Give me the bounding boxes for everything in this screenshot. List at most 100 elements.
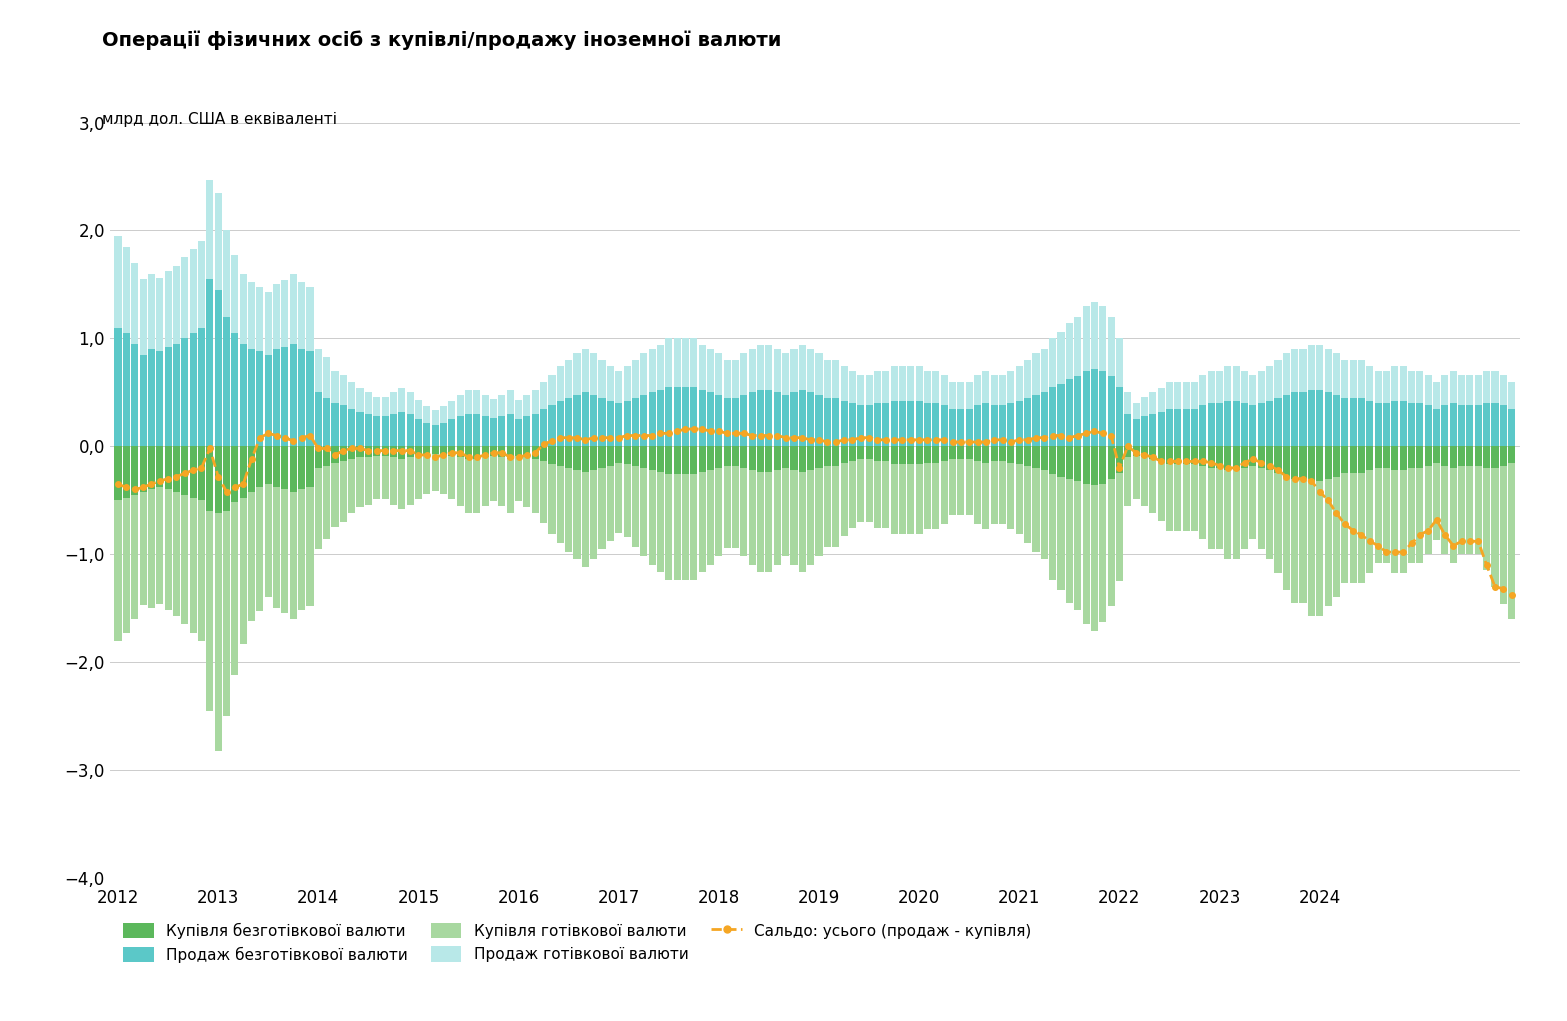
- Bar: [1040, 392, 1048, 446]
- Bar: [1183, 446, 1189, 464]
- Bar: [757, 390, 765, 446]
- Bar: [122, 247, 130, 333]
- Bar: [1199, 375, 1207, 405]
- Bar: [431, 446, 439, 454]
- Bar: [265, 292, 271, 354]
- Bar: [1349, 398, 1357, 446]
- Bar: [232, 333, 238, 446]
- Bar: [282, 280, 288, 347]
- Bar: [965, 446, 973, 459]
- Bar: [122, 498, 130, 633]
- Bar: [682, 475, 689, 580]
- Bar: [1475, 375, 1482, 405]
- Bar: [240, 344, 246, 446]
- Bar: [715, 353, 722, 394]
- Bar: [147, 489, 155, 609]
- Bar: [1091, 485, 1098, 631]
- Bar: [516, 456, 522, 501]
- Bar: [541, 408, 547, 446]
- Bar: [1409, 371, 1415, 403]
- Bar: [624, 367, 630, 401]
- Bar: [1258, 446, 1265, 468]
- Bar: [197, 446, 205, 500]
- Bar: [1359, 474, 1365, 583]
- Bar: [423, 455, 431, 494]
- Bar: [190, 249, 197, 333]
- Bar: [890, 464, 898, 534]
- Bar: [232, 502, 238, 675]
- Bar: [1334, 477, 1340, 597]
- Bar: [490, 446, 497, 456]
- Bar: [1025, 398, 1031, 446]
- Bar: [357, 446, 364, 457]
- Bar: [1492, 403, 1498, 446]
- Bar: [448, 401, 456, 420]
- Bar: [415, 420, 422, 446]
- Bar: [1299, 479, 1307, 602]
- Bar: [1149, 459, 1156, 514]
- Bar: [1349, 360, 1357, 398]
- Bar: [1141, 446, 1149, 457]
- Bar: [248, 349, 255, 446]
- Bar: [1191, 446, 1199, 464]
- Bar: [649, 470, 655, 565]
- Bar: [516, 400, 522, 420]
- Bar: [857, 459, 865, 522]
- Bar: [481, 417, 489, 446]
- Bar: [907, 464, 915, 534]
- Bar: [1073, 446, 1081, 481]
- Bar: [1191, 382, 1199, 408]
- Bar: [1233, 470, 1239, 558]
- Bar: [516, 446, 522, 456]
- Bar: [273, 285, 280, 349]
- Bar: [990, 405, 998, 446]
- Bar: [1308, 390, 1315, 446]
- Bar: [990, 375, 998, 405]
- Bar: [1249, 405, 1257, 446]
- Bar: [282, 489, 288, 613]
- Bar: [882, 446, 890, 461]
- Bar: [1359, 398, 1365, 446]
- Bar: [1417, 371, 1423, 403]
- Bar: [757, 345, 765, 390]
- Bar: [975, 446, 981, 461]
- Bar: [674, 475, 680, 580]
- Bar: [1000, 461, 1006, 524]
- Bar: [232, 446, 238, 502]
- Bar: [132, 262, 138, 344]
- Bar: [874, 371, 881, 403]
- Bar: [114, 236, 122, 328]
- Bar: [1492, 446, 1498, 468]
- Bar: [290, 446, 296, 492]
- Bar: [591, 446, 597, 470]
- Bar: [1507, 463, 1515, 619]
- Bar: [832, 360, 840, 398]
- Bar: [566, 446, 572, 468]
- Bar: [365, 446, 371, 457]
- Bar: [248, 282, 255, 349]
- Bar: [925, 446, 931, 463]
- Bar: [365, 392, 371, 414]
- Bar: [699, 473, 705, 572]
- Bar: [506, 459, 514, 514]
- Bar: [874, 446, 881, 461]
- Bar: [907, 367, 915, 401]
- Bar: [381, 456, 389, 499]
- Bar: [1040, 349, 1048, 392]
- Bar: [1283, 477, 1290, 590]
- Bar: [265, 446, 271, 484]
- Bar: [1233, 446, 1239, 470]
- Bar: [1324, 479, 1332, 606]
- Bar: [257, 487, 263, 612]
- Bar: [699, 446, 705, 473]
- Bar: [1008, 403, 1014, 446]
- Bar: [691, 338, 697, 387]
- Bar: [865, 405, 873, 446]
- Bar: [139, 279, 147, 354]
- Bar: [832, 446, 840, 466]
- Bar: [1283, 446, 1290, 477]
- Bar: [1033, 394, 1039, 446]
- Bar: [799, 446, 805, 473]
- Bar: [282, 347, 288, 446]
- Bar: [1133, 446, 1139, 456]
